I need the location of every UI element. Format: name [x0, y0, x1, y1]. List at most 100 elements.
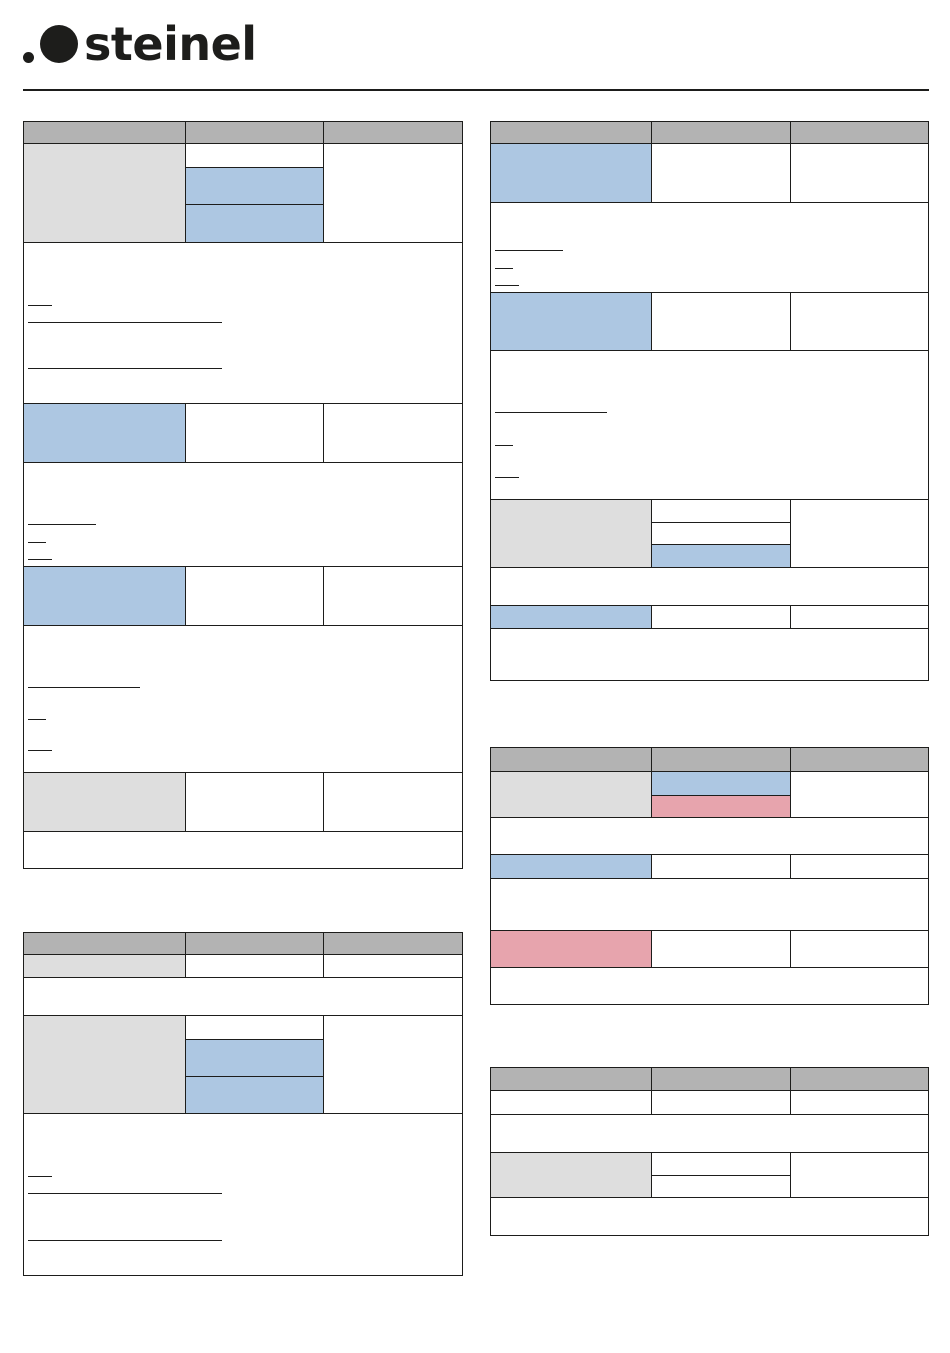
value-cell-highlight: [185, 1039, 324, 1077]
header-divider: [23, 89, 929, 91]
underline: [28, 524, 96, 525]
value-cell: [185, 566, 324, 626]
value-cell-highlight: [185, 1076, 324, 1114]
parameter-cell-highlight: [23, 403, 186, 463]
value-cell: [185, 954, 324, 978]
description-row: [23, 242, 463, 404]
underline: [28, 368, 222, 369]
underline: [28, 719, 46, 720]
header-cell: [323, 121, 463, 144]
note-cell: [790, 1152, 929, 1198]
underline: [28, 750, 52, 751]
note-cell: [790, 930, 929, 968]
parameter-cell-highlight: [490, 292, 652, 351]
note-cell: [790, 854, 929, 879]
underline: [28, 542, 46, 543]
parameter-cell-highlight: [490, 605, 652, 629]
description-row: [490, 202, 929, 293]
note-cell: [323, 143, 463, 243]
parameter-cell: [23, 143, 186, 243]
underline: [28, 322, 222, 323]
value-cell: [185, 772, 324, 832]
header-cell: [790, 1067, 929, 1091]
description-row: [490, 628, 929, 681]
header-cell: [651, 747, 791, 772]
underline: [495, 412, 607, 413]
parameter-cell: [490, 499, 652, 568]
value-cell-highlight: [185, 204, 324, 243]
underline: [495, 445, 513, 446]
header-cell: [490, 1067, 652, 1091]
underline: [495, 250, 563, 251]
note-cell: [323, 954, 463, 978]
underline: [28, 1193, 222, 1194]
underline: [28, 559, 52, 560]
header-cell: [185, 121, 324, 144]
value-cell-highlight: [651, 771, 791, 796]
note-cell: [790, 292, 929, 351]
value-cell: [651, 854, 791, 879]
parameter-cell: [23, 954, 186, 978]
description-row: [23, 1113, 463, 1276]
underline: [28, 1176, 52, 1177]
value-cell: [651, 522, 791, 545]
note-cell: [790, 143, 929, 203]
note-cell: [790, 771, 929, 818]
parameter-cell-highlight: [23, 566, 186, 626]
parameter-cell-warning: [490, 930, 652, 968]
logo-small-dot: [23, 52, 34, 63]
description-row: [23, 977, 463, 1016]
value-cell: [651, 292, 791, 351]
header-cell: [23, 121, 186, 144]
value-cell: [651, 605, 791, 629]
header-cell: [490, 121, 652, 144]
value-cell: [185, 1015, 324, 1040]
parameter-cell: [23, 1015, 186, 1114]
header-cell: [490, 747, 652, 772]
note-cell: [790, 605, 929, 629]
underline: [495, 477, 519, 478]
note-cell: [323, 403, 463, 463]
value-cell: [185, 403, 324, 463]
description-row: [490, 1114, 929, 1153]
value-cell: [185, 143, 324, 168]
description-row: [490, 350, 929, 500]
note-cell: [323, 1015, 463, 1114]
header-cell: [323, 932, 463, 955]
value-cell: [651, 143, 791, 203]
value-cell-highlight: [651, 544, 791, 568]
header-cell: [651, 121, 791, 144]
underline: [495, 268, 513, 269]
description-row: [23, 831, 463, 869]
parameter-cell-highlight: [490, 854, 652, 879]
description-row: [490, 567, 929, 606]
header-cell: [790, 121, 929, 144]
header-cell: [185, 932, 324, 955]
value-cell: [651, 1175, 791, 1198]
underline: [28, 1240, 222, 1241]
note-cell: [790, 1090, 929, 1115]
parameter-cell: [490, 771, 652, 818]
note-cell: [790, 499, 929, 568]
parameter-cell: [23, 772, 186, 832]
value-cell: [651, 499, 791, 523]
parameter-cell-highlight: [490, 143, 652, 203]
underline: [28, 687, 140, 688]
underline: [28, 305, 52, 306]
description-row: [23, 625, 463, 773]
parameter-cell: [490, 1152, 652, 1198]
logo-large-dot: [40, 25, 78, 63]
parameter-cell: [490, 1090, 652, 1115]
value-cell-warning: [651, 795, 791, 818]
description-row: [490, 1197, 929, 1236]
value-cell: [651, 930, 791, 968]
description-row: [23, 462, 463, 567]
value-cell-highlight: [185, 167, 324, 205]
description-row: [490, 817, 929, 855]
description-row: [490, 967, 929, 1005]
note-cell: [323, 772, 463, 832]
note-cell: [323, 566, 463, 626]
value-cell: [651, 1152, 791, 1176]
logo-wordmark: steinel: [84, 17, 257, 71]
value-cell: [651, 1090, 791, 1115]
